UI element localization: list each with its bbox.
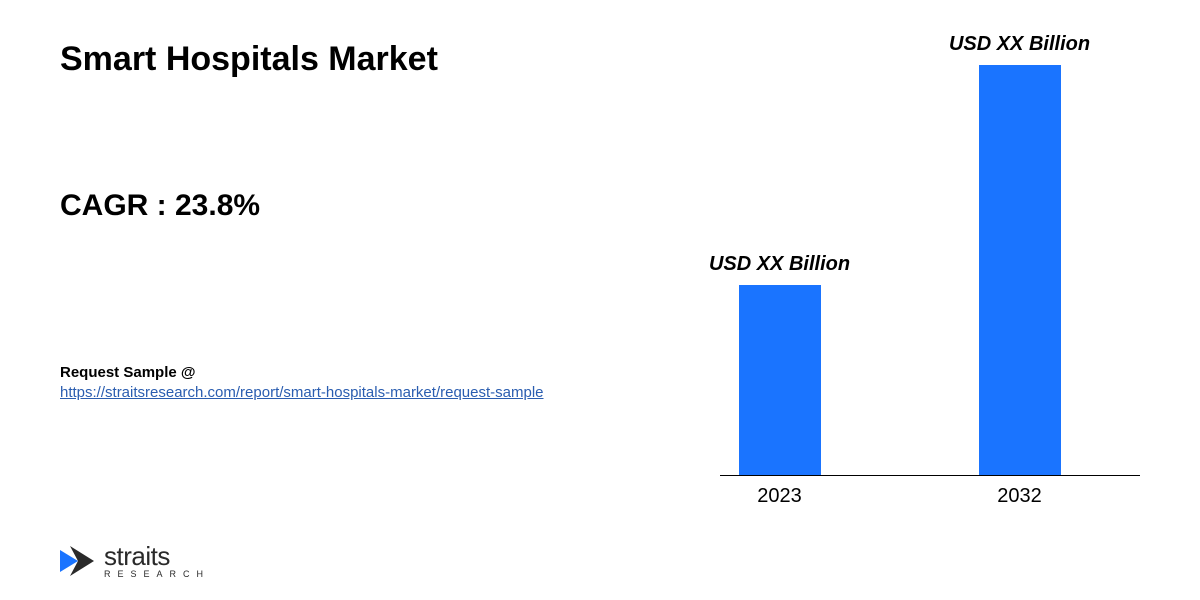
page-title: Smart Hospitals Market (60, 40, 660, 79)
chart-bar-value-label: USD XX Billion (920, 33, 1120, 56)
chart-bar (739, 285, 821, 475)
request-label: Request Sample @ (60, 364, 196, 381)
cagr-value: CAGR : 23.8% (60, 189, 660, 223)
chart-x-axis (720, 475, 1140, 476)
request-sample-block: Request Sample @ https://straitsresearch… (60, 363, 660, 404)
chart-x-tick-label: 2023 (730, 485, 830, 508)
logo-sub-text: RESEARCH (104, 570, 210, 578)
logo-icon (60, 546, 96, 576)
chart-x-tick-label: 2032 (970, 485, 1070, 508)
request-sample-link[interactable]: https://straitsresearch.com/report/smart… (60, 384, 544, 401)
chart-bar-value-label: USD XX Billion (680, 253, 880, 276)
logo-main-text: straits (104, 545, 210, 568)
brand-logo: straits RESEARCH (60, 545, 210, 578)
market-bar-chart: USD XX Billion 2023 USD XX Billion 2032 (660, 30, 1151, 580)
chart-bar (979, 65, 1061, 475)
